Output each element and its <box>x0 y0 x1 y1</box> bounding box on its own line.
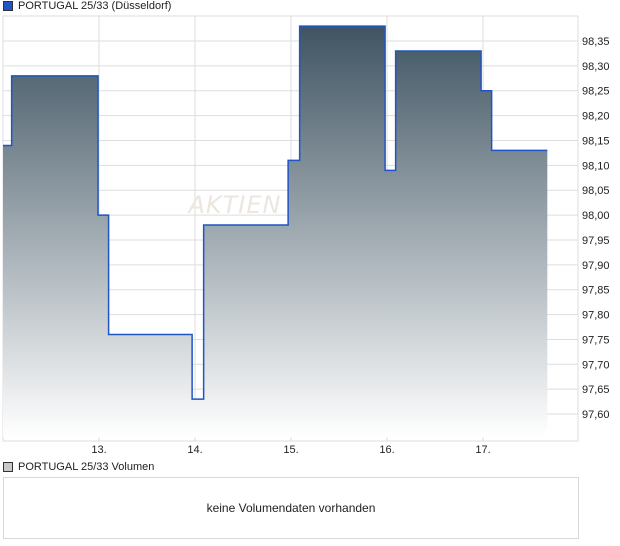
y-tick-label: 98,30 <box>582 61 610 73</box>
price-legend-label: PORTUGAL 25/33 (Düsseldorf) <box>18 0 172 12</box>
y-tick-label: 98,25 <box>582 86 610 98</box>
y-tick-label: 98,20 <box>582 111 610 123</box>
y-tick-label: 97,80 <box>582 310 610 322</box>
y-tick-label: 98,00 <box>582 210 610 222</box>
x-tick-label: 13. <box>91 444 106 456</box>
x-tick-label: 17. <box>475 444 490 456</box>
x-tick-label: 16. <box>379 444 394 456</box>
price-legend-swatch <box>3 1 13 11</box>
y-tick-label: 97,85 <box>582 285 610 297</box>
y-tick-label: 98,15 <box>582 135 610 147</box>
price-legend: PORTUGAL 25/33 (Düsseldorf) <box>3 0 171 12</box>
x-tick-label: 15. <box>283 444 298 456</box>
y-tick-label: 98,10 <box>582 160 610 172</box>
y-tick-label: 97,90 <box>582 260 610 272</box>
y-tick-label: 97,70 <box>582 359 610 371</box>
price-line <box>3 25 548 400</box>
volume-legend-label: PORTUGAL 25/33 Volumen <box>18 461 155 473</box>
volume-empty-message: keine Volumendaten vorhanden <box>206 501 376 515</box>
y-tick-label: 97,95 <box>582 235 610 247</box>
y-tick-label: 98,35 <box>582 36 610 48</box>
y-tick-label: 97,75 <box>582 334 610 346</box>
y-tick-label: 97,60 <box>582 409 610 421</box>
y-tick-label: 98,05 <box>582 185 610 197</box>
watermark: AKTIEN <box>186 191 281 219</box>
price-chart: AKTIEN 97,60 97,65 97,70 97,75 97,80 97,85 97,… <box>2 15 610 456</box>
volume-legend: PORTUGAL 25/33 Volumen <box>3 461 154 473</box>
volume-legend-swatch <box>3 462 13 472</box>
volume-panel: keine Volumendaten vorhanden <box>3 477 579 539</box>
y-tick-label: 97,65 <box>582 384 610 396</box>
price-area <box>3 26 548 437</box>
x-tick-label: 14. <box>187 444 202 456</box>
